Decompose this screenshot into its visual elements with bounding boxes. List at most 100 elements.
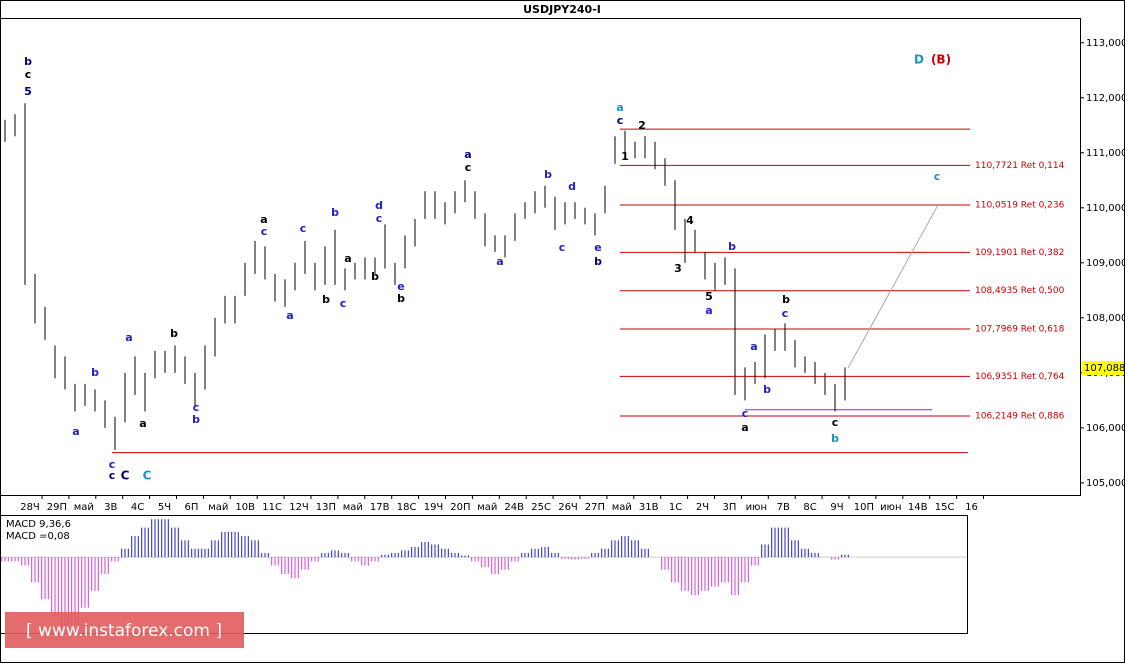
y-tick-label: 106,000 — [1086, 423, 1125, 434]
wave-label: C — [121, 469, 130, 483]
wave-label: e — [397, 280, 404, 293]
wave-label: c — [25, 68, 32, 81]
wave-label: b — [594, 255, 602, 268]
wave-label: 3 — [674, 262, 682, 275]
x-tick-label: 20П — [450, 502, 470, 513]
x-tick-label: 7В — [777, 502, 790, 513]
wave-label: 5 — [705, 290, 713, 303]
x-tick-label: 6П — [184, 502, 198, 513]
wave-label: b — [544, 168, 552, 181]
x-tick-label: 13П — [316, 502, 336, 513]
x-tick-label: 14В — [908, 502, 928, 513]
wave-label: a — [125, 331, 132, 344]
wave-label: c — [559, 241, 566, 254]
wave-label: b — [170, 327, 178, 340]
wave-label: b — [728, 240, 736, 253]
x-tick-label: 11С — [262, 502, 282, 513]
wave-label: b — [192, 413, 200, 426]
wave-label: a — [750, 340, 757, 353]
wave-label: 1 — [621, 150, 629, 163]
wave-label: c — [109, 469, 116, 482]
x-tick-label: 3П — [722, 502, 736, 513]
wave-label: C — [143, 469, 152, 483]
wave-label: d — [375, 199, 383, 212]
watermark-text: [ www.instaforex.com ] — [26, 621, 222, 641]
x-tick-label: 12Ч — [289, 502, 309, 513]
x-tick-label: июн — [746, 502, 767, 513]
x-tick-label: июн — [880, 502, 901, 513]
wave-label: 5 — [24, 85, 32, 98]
x-tick-label: 5Ч — [158, 502, 171, 513]
x-tick-label: май — [74, 502, 94, 513]
macd-title: MACD 9,36,6 — [6, 519, 71, 530]
x-tick-label: 26Ч — [558, 502, 578, 513]
y-tick-label: 113,000 — [1086, 38, 1125, 49]
x-tick-label: 8С — [803, 502, 816, 513]
wave-label: a — [464, 148, 471, 161]
wave-label: a — [705, 304, 712, 317]
wave-label: a — [741, 421, 748, 434]
x-tick-label: 4С — [131, 502, 144, 513]
x-tick-label: 10В — [235, 502, 255, 513]
wave-label: c — [109, 458, 116, 471]
wave-label: a — [139, 417, 146, 430]
wave-label: c — [782, 307, 789, 320]
x-tick-label: 17В — [370, 502, 390, 513]
x-tick-label: май — [612, 502, 632, 513]
fib-label: 107,7969 Ret 0,618 — [975, 325, 1065, 335]
wave-label: b — [397, 292, 405, 305]
wave-label: (B) — [931, 53, 951, 67]
fib-label: 110,0519 Ret 0,236 — [975, 200, 1065, 210]
fib-label: 106,2149 Ret 0,886 — [975, 412, 1065, 422]
x-tick-label: май — [477, 502, 497, 513]
y-tick-label: 110,000 — [1086, 203, 1125, 214]
wave-label: e — [594, 241, 601, 254]
wave-label: b — [831, 432, 839, 445]
x-tick-label: май — [343, 502, 363, 513]
wave-label: a — [260, 213, 267, 226]
fib-label: 109,1901 Ret 0,382 — [975, 248, 1064, 258]
y-tick-label: 111,000 — [1086, 148, 1125, 159]
wave-label: c — [300, 222, 307, 235]
wave-label: c — [340, 297, 347, 310]
x-tick-label: 2Ч — [696, 502, 709, 513]
y-tick-label: 109,000 — [1086, 258, 1125, 269]
wave-label: a — [72, 425, 79, 438]
x-tick-label: 1С — [669, 502, 682, 513]
x-tick-label: 28Ч — [20, 502, 40, 513]
chart-title: USDJPY240-I — [523, 3, 601, 16]
y-tick-label: 105,000 — [1086, 478, 1125, 489]
wave-label: c — [376, 212, 383, 225]
wave-label: d — [568, 180, 576, 193]
x-tick-label: 16 — [965, 502, 978, 513]
wave-label: a — [616, 101, 623, 114]
main-panel — [0, 18, 1081, 496]
wave-label: a — [344, 252, 351, 265]
wave-label: 2 — [638, 119, 646, 132]
wave-label: b — [322, 293, 330, 306]
fib-label: 108,4935 Ret 0,500 — [975, 286, 1065, 296]
wave-label: 4 — [686, 214, 694, 227]
wave-label: b — [24, 55, 32, 68]
x-tick-label: май — [208, 502, 228, 513]
current-price-box — [1082, 361, 1124, 376]
wave-label: b — [91, 366, 99, 379]
watermark: [ www.instaforex.com ] — [5, 612, 244, 648]
fib-label: 110,7721 Ret 0,114 — [975, 161, 1065, 171]
wave-label: c — [832, 416, 839, 429]
y-tick-label: 108,000 — [1086, 313, 1125, 324]
fib-label: 106,9351 Ret 0,764 — [975, 372, 1065, 382]
current-price-label: 107,088 — [1084, 363, 1125, 374]
x-tick-label: 31В — [639, 502, 659, 513]
wave-label: b — [782, 293, 790, 306]
wave-label: b — [371, 270, 379, 283]
wave-label: a — [286, 309, 293, 322]
x-tick-label: 9Ч — [830, 502, 843, 513]
wave-label: b — [763, 383, 771, 396]
wave-label: c — [261, 225, 268, 238]
x-tick-label: 25С — [531, 502, 551, 513]
wave-label: c — [934, 170, 941, 183]
watermark-box — [5, 612, 244, 648]
wave-label: b — [331, 206, 339, 219]
